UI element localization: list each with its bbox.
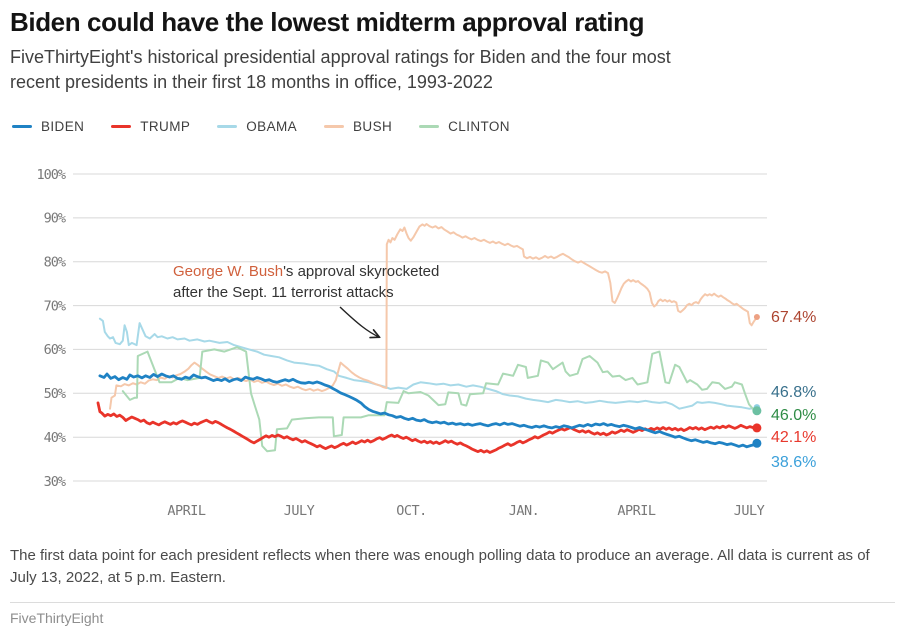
line-bush: [109, 222, 758, 410]
legend-item-bush[interactable]: BUSH: [324, 119, 392, 134]
y-tick-label: 30%: [44, 474, 66, 490]
x-tick-label: APRIL: [167, 503, 206, 519]
legend-swatch-biden: [12, 125, 32, 129]
line-biden: [98, 372, 759, 449]
end-label-obama: 46.8%: [771, 383, 817, 401]
legend-item-trump[interactable]: TRUMP: [111, 119, 190, 134]
chart-annotation: George W. Bush's approval skyrocketed af…: [173, 262, 473, 303]
legend-label: TRUMP: [140, 119, 191, 135]
annotation-line-1: George W. Bush's approval skyrocketed: [173, 262, 473, 283]
footer-divider: [10, 602, 895, 604]
legend-item-clinton[interactable]: CLINTON: [419, 119, 510, 134]
line-obama: [98, 317, 758, 410]
annotation-arrow: [339, 306, 379, 337]
x-tick-label: JAN.: [509, 503, 540, 519]
y-tick-label: 60%: [44, 342, 66, 358]
y-tick-label: 100%: [36, 167, 65, 183]
subtitle-line-2: recent presidents in their first 18 mont…: [10, 72, 493, 93]
end-dot-bush: [753, 313, 760, 320]
legend-swatch-trump: [111, 125, 132, 129]
end-label-trump: 42.1%: [771, 428, 817, 446]
legend-swatch-bush: [324, 125, 345, 129]
y-tick-label: 40%: [44, 430, 66, 446]
legend-label: OBAMA: [246, 119, 298, 135]
x-tick-label: OCT.: [396, 503, 427, 519]
end-dot-trump: [752, 423, 762, 433]
approval-ratings-chart: 100% 90% 80% 70% 60% 50% 40% 30% APRIL JULY OCT. JA…: [36, 167, 767, 519]
y-tick-label: 80%: [44, 254, 66, 270]
end-label-biden: 38.6%: [771, 453, 817, 471]
page-title: Biden could have the lowest midterm appr…: [10, 7, 645, 37]
footnote-line-1: The first data point for each president …: [10, 546, 834, 564]
end-label-bush: 67.4%: [771, 308, 817, 326]
line-trump: [96, 401, 759, 454]
y-tick-label: 50%: [44, 386, 66, 402]
x-tick-label: JULY: [284, 503, 315, 519]
y-tick-label: 70%: [44, 298, 66, 314]
legend-label: BUSH: [353, 119, 393, 135]
end-label-clinton: 46.0%: [771, 406, 817, 424]
x-tick-label: JULY: [734, 503, 765, 519]
legend-label: CLINTON: [448, 119, 510, 135]
page-subtitle: FiveThirtyEight's historical presidentia…: [10, 45, 890, 96]
legend-item-biden[interactable]: BIDEN: [12, 119, 84, 134]
line-clinton: [121, 346, 758, 453]
legend-swatch-clinton: [419, 125, 440, 129]
footnote: The first data point for each president …: [10, 545, 895, 589]
end-dot-clinton: [752, 406, 762, 416]
annotation-highlight-bush: George W. Bush: [173, 262, 284, 280]
subtitle-line-1: FiveThirtyEight's historical presidentia…: [10, 46, 671, 67]
legend-label: BIDEN: [41, 119, 85, 135]
annotation-line-2: after the Sept. 11 terrorist attacks: [173, 283, 394, 301]
y-tick-label: 90%: [44, 211, 66, 227]
chart-area: 100% 90% 80% 70% 60% 50% 40% 30% APRIL JULY OCT. JA…: [10, 156, 905, 528]
x-tick-label: APRIL: [617, 503, 656, 519]
legend-item-obama[interactable]: OBAMA: [217, 119, 297, 134]
annotation-text-after: 's approval skyrocketed: [283, 262, 440, 280]
source-wordmark: FiveThirtyEight: [10, 610, 104, 627]
legend-swatch-obama: [217, 125, 238, 129]
chart-legend: BIDEN TRUMP OBAMA BUSH CLINTON: [12, 116, 895, 138]
end-dot-biden: [752, 438, 762, 448]
footnote-line-2: as of July 13, 2022, at 5 p.m. Eastern.: [10, 546, 870, 586]
